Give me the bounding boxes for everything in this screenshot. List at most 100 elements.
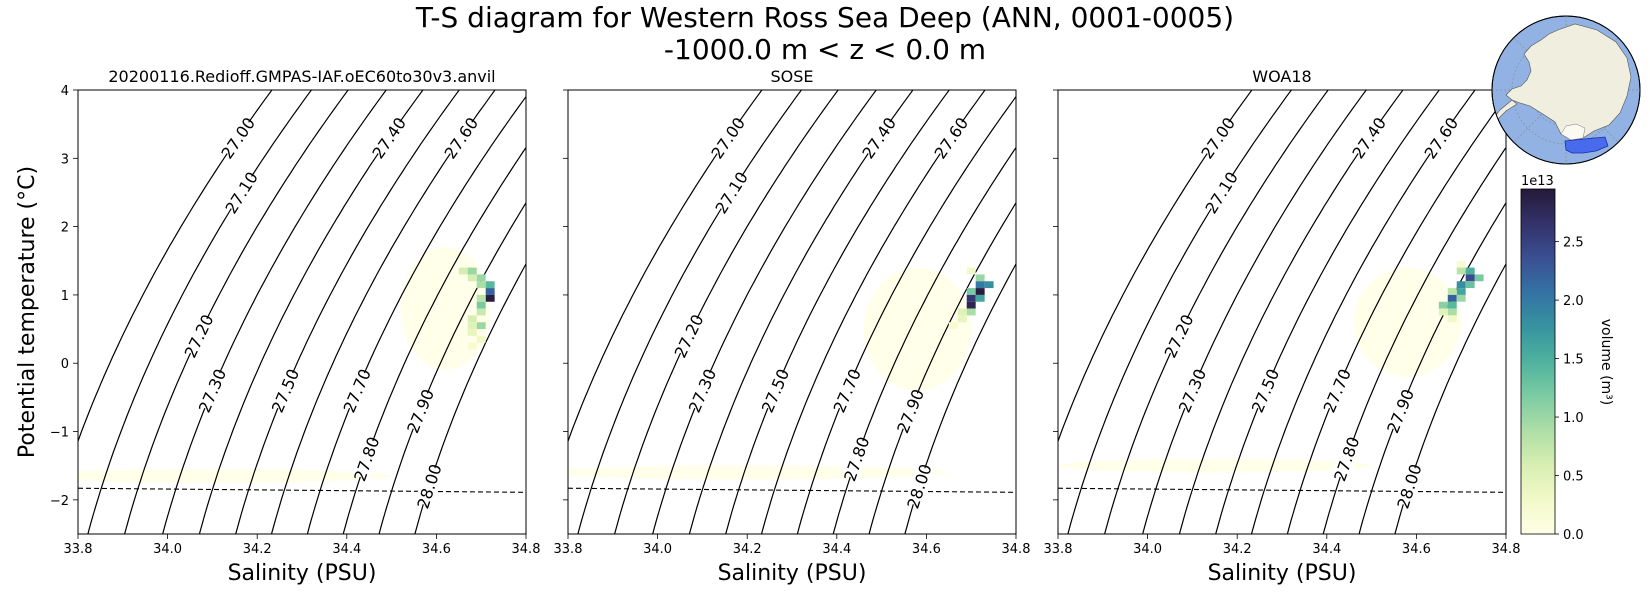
- contour-label-bg: [904, 465, 934, 508]
- axes-frame: [77, 89, 527, 535]
- volume-cell: [966, 308, 976, 316]
- contour-label: 27.40: [1348, 114, 1390, 162]
- density-contour: [1058, 90, 1253, 443]
- contour-label: 27.20: [671, 311, 708, 361]
- contour-label-bg: [370, 117, 408, 159]
- density-contour: [123, 90, 349, 534]
- volume-cell: [485, 288, 495, 295]
- contour-label-bg: [1249, 369, 1281, 412]
- density-contour: [1178, 90, 1404, 534]
- contour-label-bg: [414, 465, 444, 508]
- volume-cell: [1447, 301, 1457, 309]
- volume-cell: [1465, 267, 1475, 275]
- contour-label: 27.90: [1383, 386, 1418, 436]
- x-tick-label: 33.8: [554, 542, 583, 557]
- y-tick-label: −1: [50, 426, 69, 441]
- plot-area: 27.00 27.10 27.20 27.30 27.40 27.50 27.60 27.70…: [78, 90, 526, 534]
- density-contour: [868, 201, 1016, 534]
- contour-label: 27.20: [181, 311, 218, 361]
- contour-label-bg: [713, 171, 750, 214]
- contour-label-bg: [831, 369, 863, 412]
- volume-cell: [1447, 308, 1457, 316]
- density-contour: [796, 95, 1016, 534]
- contour-label: 27.50: [1248, 366, 1283, 416]
- freezing-line: [78, 487, 526, 493]
- volume-cell: [476, 308, 486, 316]
- volume-cell: [1456, 288, 1466, 295]
- volume-cell: [966, 267, 976, 275]
- density-contour: [760, 90, 986, 534]
- contour-label-bg: [1321, 369, 1353, 412]
- contour-label: 27.50: [758, 366, 793, 416]
- contour-label: 27.80: [1330, 434, 1363, 484]
- inset-antarctica: [1505, 23, 1632, 141]
- x-tick-label: 34.2: [243, 542, 272, 557]
- x-tick-label: 34.8: [1492, 542, 1521, 557]
- panel-title: 20200116.Redioff.GMPAS-IAF.oEC60to30v3.a…: [108, 67, 495, 86]
- volume-cell: [966, 294, 976, 302]
- low-volume-region: [568, 465, 949, 480]
- x-axis-label: Salinity (PSU): [1208, 561, 1357, 586]
- contour-label: 27.00: [1197, 114, 1239, 162]
- colorbar-fill: [1520, 188, 1556, 535]
- contour-label-bg: [351, 437, 382, 480]
- colorbar-label: volume (m³): [1598, 319, 1614, 406]
- contour-label-bg: [1199, 117, 1237, 159]
- density-contour: [1103, 90, 1329, 534]
- volume-cell: [467, 315, 477, 323]
- contour-label: 27.60: [931, 114, 973, 162]
- volume-cell: [476, 335, 486, 343]
- volume-cell: [975, 274, 985, 282]
- contour-label-bg: [1350, 117, 1388, 159]
- volume-cell: [476, 294, 486, 302]
- low-volume-region: [1353, 267, 1462, 377]
- panel-title: SOSE: [770, 67, 813, 86]
- contour-label-bg: [932, 117, 970, 159]
- contour-label: 27.70: [340, 366, 375, 416]
- contour-label-bg: [196, 369, 228, 412]
- x-tick-label: 34.8: [512, 542, 541, 557]
- contour-label-bg: [1203, 171, 1240, 214]
- volume-cell: [467, 342, 477, 350]
- contour-label: 27.30: [195, 366, 230, 416]
- contour-label: 27.10: [1201, 168, 1242, 217]
- volume-cell: [1447, 288, 1457, 295]
- density-contour: [1067, 90, 1293, 534]
- colorbar: 1e13 0.0 0.5 1.0 1.5 2.0 2.5 volume (m³): [1520, 174, 1614, 543]
- volume-cell: [458, 267, 468, 275]
- x-tick-label: 34.4: [1312, 542, 1341, 557]
- volume-cell: [467, 267, 477, 275]
- volume-cell: [1456, 260, 1466, 268]
- contour-label-bg: [404, 390, 436, 433]
- density-contour: [577, 90, 803, 534]
- volume-cell: [957, 315, 967, 323]
- density-contour: [725, 90, 950, 534]
- volume-cell: [476, 301, 486, 309]
- contour-label-bg: [341, 369, 373, 412]
- colorbar-tick-label: 2.5: [1563, 236, 1584, 251]
- axes-frame: [1057, 89, 1507, 535]
- density-contour: [270, 90, 496, 534]
- colorbar-tick-label: 1.5: [1563, 353, 1584, 368]
- y-tick-label: 1: [61, 289, 69, 304]
- figure-title: T-S diagram for Western Ross Sea Deep (A…: [415, 1, 1234, 34]
- volume-cell: [1447, 294, 1457, 302]
- volume-cell: [1474, 274, 1484, 282]
- figure-subtitle: -1000.0 m < z < 0.0 m: [664, 33, 986, 66]
- contour-label-bg: [1384, 390, 1416, 433]
- contour-label: 28.00: [1393, 462, 1425, 511]
- contour-label: 27.70: [830, 366, 865, 416]
- contour-label-bg: [269, 369, 301, 412]
- volume-cell: [476, 322, 486, 330]
- y-tick-label: 3: [61, 152, 69, 167]
- x-tick-label: 33.8: [1044, 542, 1073, 557]
- volume-cell: [948, 322, 958, 330]
- contour-label-bg: [672, 314, 705, 357]
- low-volume-region: [1058, 458, 1372, 473]
- density-contour: [1250, 90, 1476, 534]
- volume-cell: [975, 294, 985, 302]
- contour-label: 27.10: [711, 168, 752, 217]
- contour-label-bg: [894, 390, 926, 433]
- contour-label-bg: [709, 117, 747, 159]
- volume-cell: [1447, 315, 1457, 323]
